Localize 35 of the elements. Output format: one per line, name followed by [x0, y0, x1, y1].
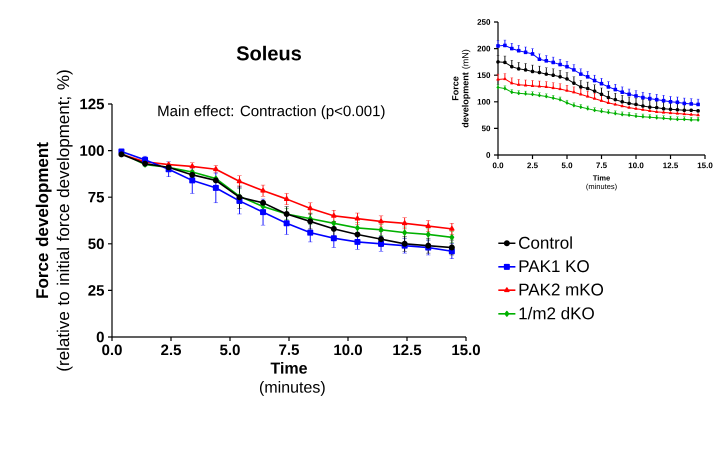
legend-label: PAK1 KO	[520, 260, 589, 272]
y-tick-label: 75	[88, 192, 104, 202]
y-tick-label: 125	[80, 98, 104, 110]
x-tick-label: 15.0	[698, 162, 712, 168]
y-tick-label: 25	[88, 285, 104, 296]
x-tick-label: 2.5	[161, 344, 182, 356]
y-tick-label: 50	[88, 238, 104, 250]
y-tick-label: 200	[477, 46, 490, 52]
legend-label: Control	[519, 236, 572, 249]
x-tick-label: 12.5	[663, 162, 678, 168]
x-tick-label: 15.0	[452, 344, 480, 356]
x-axis-title: Time (minutes)	[260, 362, 325, 396]
x-tick-label: 12.5	[393, 344, 422, 356]
x-tick-label: 0.0	[492, 162, 504, 168]
y-tick-label: 50	[482, 126, 490, 132]
x-tick-label: 10.0	[334, 344, 362, 356]
y-tick-label: 0	[96, 332, 104, 342]
x-tick-label: 2.5	[527, 162, 538, 168]
y-axis-title: Force development (relative to initial force development; %)	[36, 70, 73, 371]
legend-label: 1/m2 dKO	[519, 306, 594, 320]
x-tick-label: 7.5	[596, 162, 607, 168]
chart-title: Soleus	[236, 46, 301, 60]
x-tick-label: 5.0	[562, 162, 572, 168]
annotation: Main effect: Contraction (p<0.001)	[158, 105, 385, 120]
y-tick-label: 100	[80, 145, 104, 156]
x-tick-label: 5.0	[220, 344, 240, 356]
y-axis-title: Force development (mN)	[452, 50, 470, 128]
y-tick-label: 250	[477, 19, 490, 25]
x-tick-label: 0.0	[102, 344, 122, 356]
x-tick-label: 7.5	[279, 344, 300, 355]
y-tick-label: 100	[478, 98, 490, 105]
legend-label: PAK2 mKO	[520, 284, 604, 296]
y-tick-label: 0	[486, 152, 490, 158]
y-tick-label: 150	[478, 72, 490, 78]
x-tick-label: 10.0	[628, 162, 644, 168]
